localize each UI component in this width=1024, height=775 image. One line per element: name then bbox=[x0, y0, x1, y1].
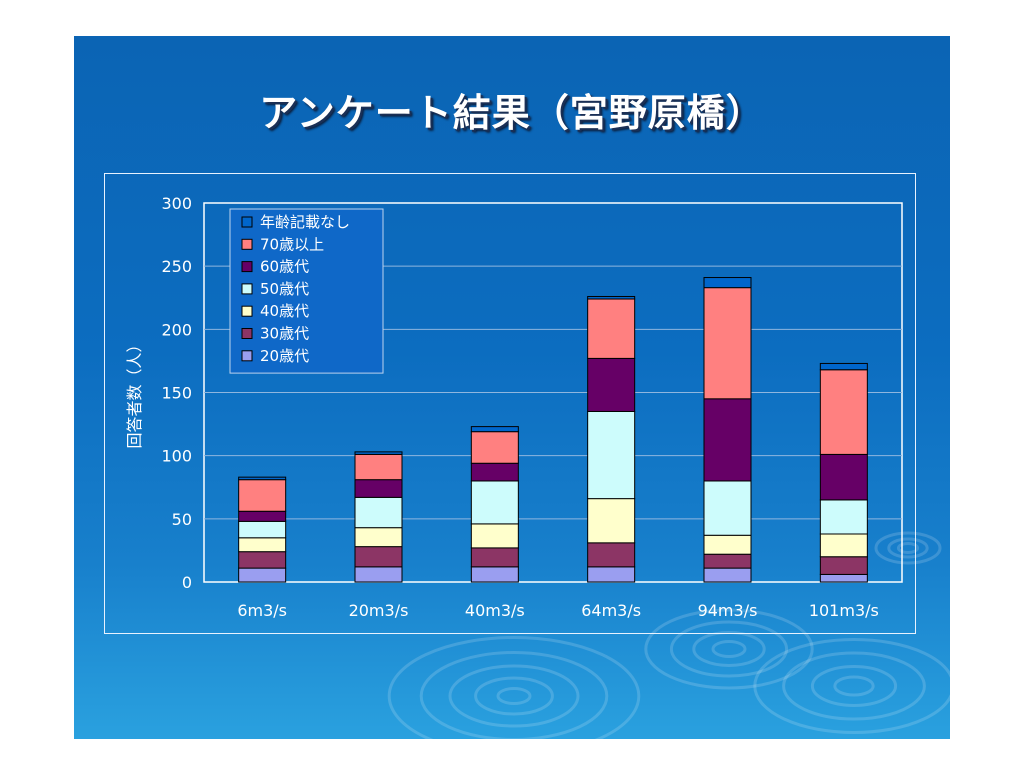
legend-label: 60歳代 bbox=[260, 258, 309, 276]
chart-frame bbox=[104, 173, 916, 634]
bar-segment bbox=[703, 534, 752, 555]
bar-segment bbox=[354, 496, 403, 529]
bar-segment bbox=[238, 567, 287, 583]
bar-segment bbox=[819, 362, 868, 371]
y-tick-label: 300 bbox=[161, 194, 192, 213]
y-axis-label: 回答者数（人） bbox=[125, 336, 144, 448]
bar-segment bbox=[354, 566, 403, 583]
legend-label: 20歳代 bbox=[260, 347, 309, 365]
legend-swatch bbox=[241, 216, 253, 228]
y-tick-label: 200 bbox=[161, 320, 192, 339]
legend-box bbox=[229, 208, 384, 374]
bar-segment bbox=[354, 453, 403, 481]
x-tick-label: 20m3/s bbox=[349, 601, 409, 620]
bar-segment bbox=[238, 510, 287, 522]
x-tick-label: 6m3/s bbox=[237, 601, 287, 620]
bar-segment bbox=[470, 462, 519, 482]
bar-segment bbox=[470, 523, 519, 549]
y-tick-label: 150 bbox=[161, 384, 192, 403]
ripple-decoration bbox=[896, 542, 920, 554]
bar-segment bbox=[703, 287, 752, 400]
bar-segment bbox=[703, 567, 752, 583]
bar-segment bbox=[587, 542, 636, 568]
bar-segment bbox=[587, 298, 636, 359]
bar-segment bbox=[470, 566, 519, 583]
bar-segment bbox=[354, 546, 403, 568]
bar-segment bbox=[354, 527, 403, 548]
bar-segment bbox=[703, 553, 752, 569]
y-tick-label: 50 bbox=[172, 510, 192, 529]
bar-segment bbox=[238, 551, 287, 569]
ripple-decoration bbox=[887, 537, 929, 559]
bar-segment bbox=[703, 398, 752, 482]
bar-segment bbox=[819, 573, 868, 583]
legend-swatch bbox=[241, 238, 253, 250]
bar-segment bbox=[819, 499, 868, 535]
bar-segment bbox=[587, 295, 636, 300]
bar-segment bbox=[819, 556, 868, 575]
legend-label: 50歳代 bbox=[260, 280, 309, 298]
bar-segment bbox=[703, 277, 752, 289]
y-tick-label: 100 bbox=[161, 447, 192, 466]
ripple-decoration bbox=[711, 640, 747, 658]
y-tick-label: 0 bbox=[182, 573, 192, 592]
bar-segment bbox=[354, 451, 403, 455]
bar-segment bbox=[470, 426, 519, 433]
legend-swatch bbox=[241, 283, 253, 295]
legend-swatch bbox=[241, 305, 253, 317]
ripple-decoration bbox=[833, 675, 875, 697]
slide-title: アンケート結果（宮野原橋） bbox=[259, 91, 765, 135]
y-tick-label: 250 bbox=[161, 257, 192, 276]
ripple-decoration bbox=[782, 651, 926, 721]
ripple-decoration bbox=[448, 664, 580, 728]
ripple-decoration bbox=[496, 687, 532, 705]
legend-label: 年齢記載なし bbox=[260, 213, 350, 231]
legend-swatch bbox=[241, 328, 253, 339]
legend-label: 30歳代 bbox=[260, 325, 309, 343]
x-tick-label: 101m3/s bbox=[809, 601, 879, 620]
x-tick-label: 64m3/s bbox=[581, 601, 641, 620]
ripple-decoration bbox=[387, 636, 641, 739]
stacked-bar-chart: 0 50 100 150 200 250 300 回答者数（人） 6m3/s 20m3/s 40m3… bbox=[125, 194, 950, 739]
bar-segment bbox=[238, 476, 287, 481]
bar-segment bbox=[587, 498, 636, 544]
bar-segment bbox=[703, 480, 752, 536]
ripple-decoration bbox=[692, 631, 766, 667]
bar-segment bbox=[238, 520, 287, 539]
legend-label: 40歳代 bbox=[260, 302, 309, 320]
bar-segment bbox=[819, 369, 868, 455]
bar-segment bbox=[587, 357, 636, 412]
ripple-decoration bbox=[753, 638, 950, 734]
x-tick-label: 40m3/s bbox=[465, 601, 525, 620]
bar-segment bbox=[238, 537, 287, 553]
bar-segment bbox=[238, 479, 287, 512]
ripple-decoration bbox=[419, 651, 609, 739]
x-tick-label: 94m3/s bbox=[698, 601, 758, 620]
bar-segment bbox=[587, 566, 636, 583]
bar-segment bbox=[470, 431, 519, 464]
bar-segment bbox=[470, 547, 519, 568]
bar-segment bbox=[819, 453, 868, 501]
bar-segment bbox=[587, 410, 636, 500]
bar-segment bbox=[470, 480, 519, 525]
ripple-decoration bbox=[474, 676, 554, 716]
legend-swatch bbox=[241, 350, 253, 362]
legend-label: 70歳以上 bbox=[260, 235, 324, 253]
ripple-decoration bbox=[669, 620, 789, 678]
legend-swatch bbox=[241, 261, 253, 273]
ripple-decoration bbox=[874, 531, 942, 565]
bar-segment bbox=[819, 533, 868, 558]
ripple-decoration bbox=[810, 665, 898, 707]
slide: アンケート結果（宮野原橋） 0 50 100 150 200 250 300 回答者数（人） 6… bbox=[74, 36, 950, 739]
ripple-decoration bbox=[644, 608, 814, 690]
bar-segment bbox=[354, 479, 403, 498]
